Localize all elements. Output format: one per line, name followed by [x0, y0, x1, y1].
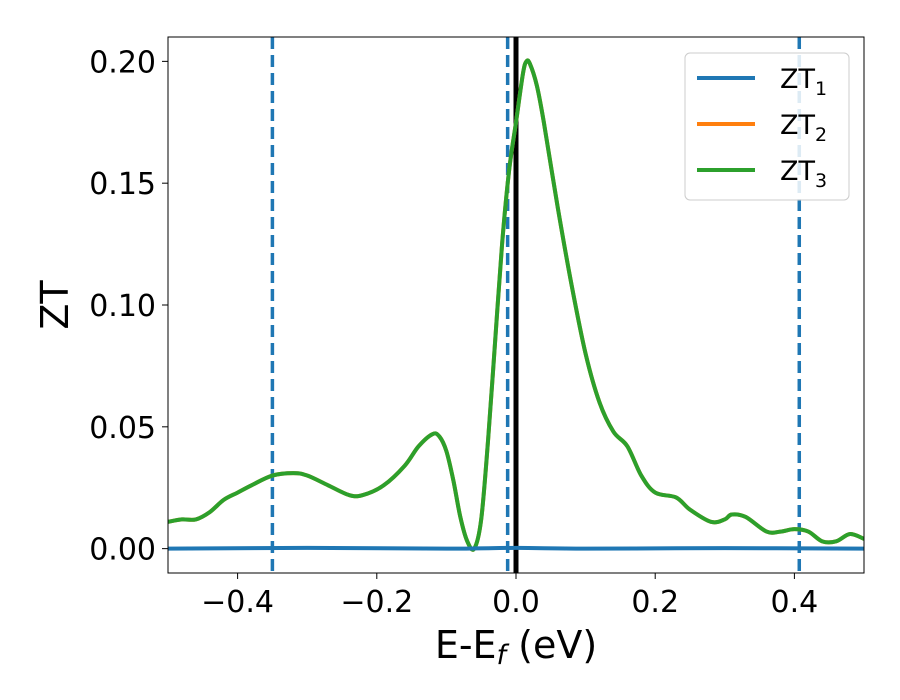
legend-label-main: ZT: [780, 110, 815, 141]
x-tick-label: 0.4: [771, 585, 819, 620]
legend-label-sub: 3: [815, 170, 827, 192]
legend-label-sub: 1: [815, 78, 827, 100]
x-axis-ticks: −0.4 −0.2 0.0 0.2 0.4: [201, 573, 818, 620]
y-axis-ticks: 0.00 0.05 0.10 0.15 0.20: [89, 45, 168, 568]
legend-box: [684, 52, 850, 201]
y-tick-label: 0.20: [89, 45, 156, 80]
x-axis-label-unit: (eV): [506, 623, 597, 667]
legend-label-zt1: ZT1: [780, 64, 827, 100]
legend-label-zt3: ZT3: [780, 156, 827, 192]
x-tick-label: −0.2: [340, 585, 413, 620]
x-tick-label: 0.2: [631, 585, 679, 620]
x-axis-label: E-Ef (eV): [435, 623, 597, 671]
legend-label-main: ZT: [780, 156, 815, 187]
series-line-zt3: [168, 58, 864, 552]
x-tick-label: 0.0: [492, 585, 540, 620]
y-tick-label: 0.15: [89, 167, 156, 202]
y-tick-label: 0.00: [89, 533, 156, 568]
series-lines: [168, 58, 864, 552]
legend-label-zt2: ZT2: [780, 110, 827, 146]
y-tick-label: 0.05: [89, 411, 156, 446]
legend-label-sub: 2: [815, 124, 827, 146]
y-axis-label: ZT: [33, 280, 77, 330]
series-line-zt1: [168, 545, 864, 551]
x-axis-label-main: E-E: [435, 623, 497, 667]
legend-label-main: ZT: [780, 64, 815, 95]
x-tick-label: −0.4: [201, 585, 274, 620]
y-tick-label: 0.10: [89, 289, 156, 324]
